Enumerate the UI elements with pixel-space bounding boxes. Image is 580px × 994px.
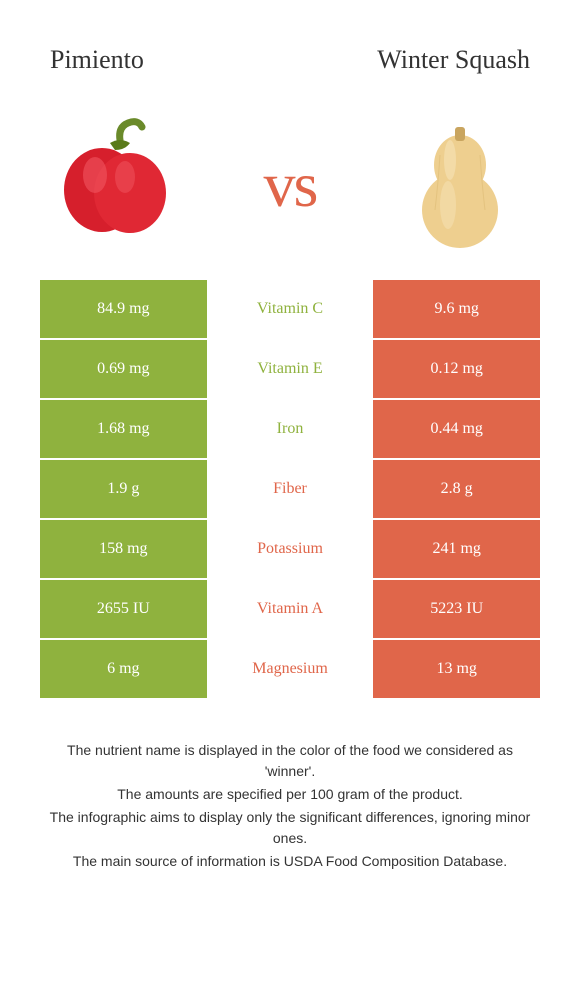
images-row: vs <box>20 100 560 280</box>
left-value: 1.9 g <box>40 460 207 520</box>
footer-notes: The nutrient name is displayed in the co… <box>20 740 560 872</box>
nutrient-row: 6 mgMagnesium13 mg <box>40 640 540 700</box>
nutrient-row: 1.9 gFiber2.8 g <box>40 460 540 520</box>
right-value: 0.12 mg <box>373 340 540 400</box>
footer-line: The nutrient name is displayed in the co… <box>40 740 540 782</box>
pimiento-image <box>50 115 190 255</box>
squash-image <box>390 115 530 255</box>
nutrient-row: 84.9 mgVitamin C9.6 mg <box>40 280 540 340</box>
left-value: 84.9 mg <box>40 280 207 340</box>
left-value: 6 mg <box>40 640 207 700</box>
nutrient-name: Potassium <box>207 520 374 580</box>
nutrient-row: 1.68 mgIron0.44 mg <box>40 400 540 460</box>
nutrient-name: Iron <box>207 400 374 460</box>
left-food-title: Pimiento <box>50 45 144 75</box>
nutrient-name: Vitamin C <box>207 280 374 340</box>
right-value: 2.8 g <box>373 460 540 520</box>
left-value: 2655 IU <box>40 580 207 640</box>
nutrient-name: Vitamin E <box>207 340 374 400</box>
right-value: 5223 IU <box>373 580 540 640</box>
right-value: 9.6 mg <box>373 280 540 340</box>
nutrient-row: 158 mgPotassium241 mg <box>40 520 540 580</box>
footer-line: The infographic aims to display only the… <box>40 807 540 849</box>
nutrient-name: Vitamin A <box>207 580 374 640</box>
right-value: 0.44 mg <box>373 400 540 460</box>
footer-line: The main source of information is USDA F… <box>40 851 540 872</box>
left-value: 158 mg <box>40 520 207 580</box>
left-value: 1.68 mg <box>40 400 207 460</box>
header: Pimiento Winter Squash <box>20 20 560 100</box>
right-food-title: Winter Squash <box>377 45 530 75</box>
right-value: 241 mg <box>373 520 540 580</box>
nutrient-row: 2655 IUVitamin A5223 IU <box>40 580 540 640</box>
right-value: 13 mg <box>373 640 540 700</box>
nutrient-name: Magnesium <box>207 640 374 700</box>
vs-text: vs <box>264 148 317 222</box>
left-value: 0.69 mg <box>40 340 207 400</box>
nutrient-row: 0.69 mgVitamin E0.12 mg <box>40 340 540 400</box>
nutrient-name: Fiber <box>207 460 374 520</box>
footer-line: The amounts are specified per 100 gram o… <box>40 784 540 805</box>
nutrient-table: 84.9 mgVitamin C9.6 mg0.69 mgVitamin E0.… <box>40 280 540 700</box>
